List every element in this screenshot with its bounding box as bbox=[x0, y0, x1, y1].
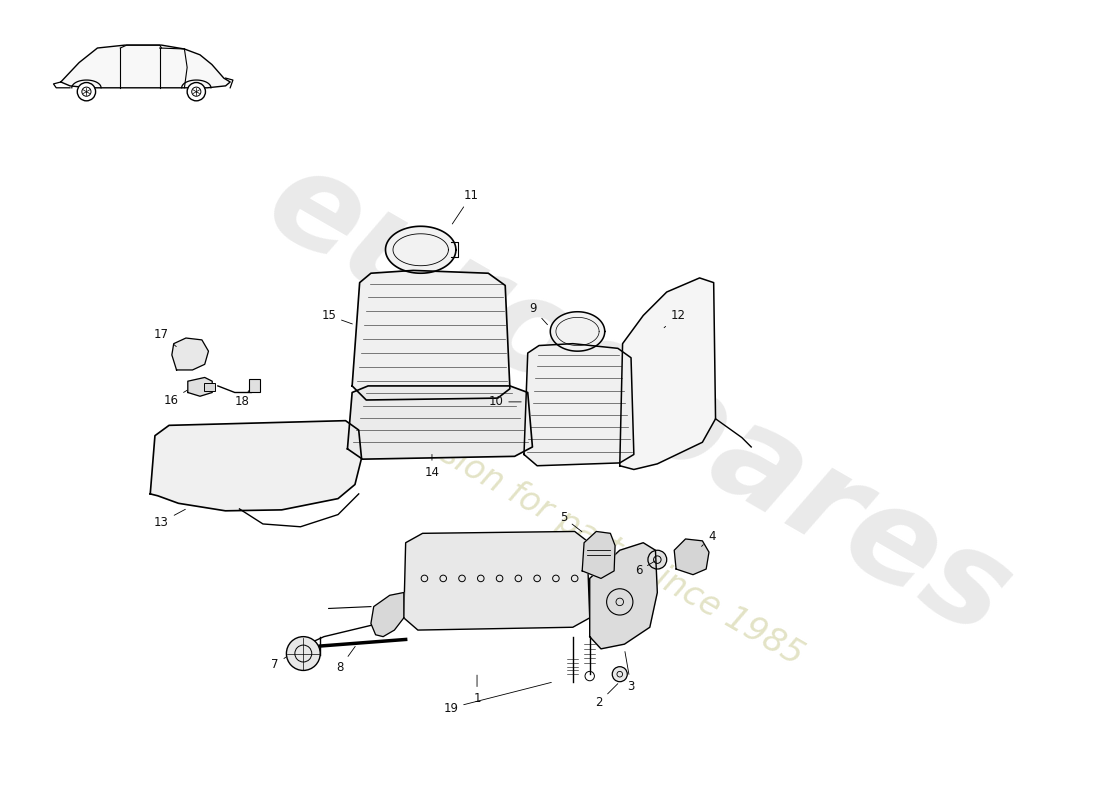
Text: 7: 7 bbox=[272, 657, 286, 671]
Polygon shape bbox=[524, 344, 634, 466]
Text: 16: 16 bbox=[164, 390, 187, 406]
Text: 19: 19 bbox=[443, 682, 551, 714]
Circle shape bbox=[187, 82, 206, 101]
Text: 6: 6 bbox=[635, 561, 654, 578]
Polygon shape bbox=[188, 378, 212, 396]
Text: 12: 12 bbox=[664, 309, 685, 328]
Polygon shape bbox=[348, 386, 532, 459]
Polygon shape bbox=[674, 539, 710, 574]
Text: eurospares: eurospares bbox=[245, 136, 1032, 664]
Text: 11: 11 bbox=[452, 189, 478, 224]
Polygon shape bbox=[550, 312, 605, 351]
Polygon shape bbox=[385, 226, 455, 274]
Text: 1: 1 bbox=[473, 675, 481, 705]
Polygon shape bbox=[60, 45, 230, 88]
Circle shape bbox=[613, 666, 627, 682]
Polygon shape bbox=[352, 270, 510, 400]
Circle shape bbox=[77, 82, 96, 101]
Text: 10: 10 bbox=[488, 395, 521, 408]
Text: 4: 4 bbox=[702, 530, 715, 546]
Polygon shape bbox=[371, 593, 404, 637]
Polygon shape bbox=[151, 421, 362, 511]
Text: 8: 8 bbox=[337, 646, 355, 674]
Text: 14: 14 bbox=[425, 454, 440, 479]
Text: 9: 9 bbox=[529, 302, 548, 325]
Text: 17: 17 bbox=[154, 328, 176, 346]
Polygon shape bbox=[619, 278, 715, 470]
Polygon shape bbox=[590, 542, 658, 649]
Text: 13: 13 bbox=[154, 510, 186, 529]
Text: 5: 5 bbox=[560, 511, 582, 532]
Polygon shape bbox=[582, 531, 615, 578]
Circle shape bbox=[286, 637, 320, 670]
Bar bbox=[249, 379, 260, 393]
Bar bbox=[204, 383, 214, 390]
Text: a passion for parts since 1985: a passion for parts since 1985 bbox=[355, 391, 808, 672]
Text: 2: 2 bbox=[595, 684, 618, 709]
Text: 18: 18 bbox=[234, 390, 250, 408]
Text: 3: 3 bbox=[625, 651, 635, 693]
Polygon shape bbox=[172, 338, 209, 370]
Polygon shape bbox=[404, 531, 590, 630]
Circle shape bbox=[648, 550, 667, 569]
Text: 15: 15 bbox=[321, 309, 352, 324]
